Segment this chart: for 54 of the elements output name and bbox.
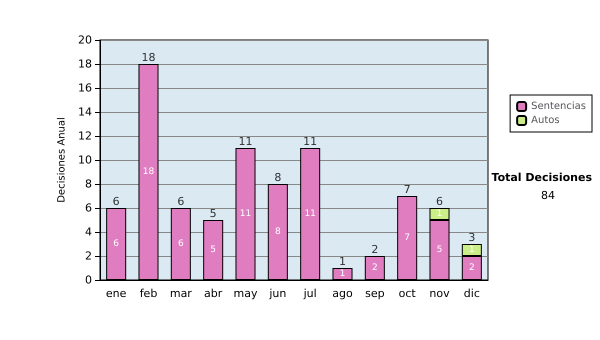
data-label: 1 [436, 209, 442, 219]
data-label: 5 [210, 245, 216, 255]
x-tick-label: sep [365, 287, 385, 300]
x-tick-label: oct [398, 287, 416, 300]
x-tick-label: jul [302, 287, 317, 300]
total-label: 6 [112, 195, 120, 208]
y-tick-label: 2 [85, 250, 92, 262]
y-tick-label: 18 [78, 58, 92, 70]
total-label: 6 [436, 195, 443, 208]
x-tick-label: ago [332, 287, 353, 300]
data-label: 11 [240, 209, 252, 219]
x-tick-label: nov [429, 287, 450, 300]
data-label: 1 [340, 269, 346, 279]
total-label: 6 [177, 195, 184, 208]
y-tick-label: 6 [85, 202, 92, 214]
total-label: 3 [468, 231, 476, 244]
x-tick-label: may [234, 287, 258, 300]
y-tick-label: 10 [78, 154, 92, 166]
total-label: 8 [274, 171, 282, 184]
total-label: 11 [303, 135, 318, 148]
total-label: 18 [142, 51, 156, 64]
y-tick-label: 4 [85, 226, 92, 238]
data-label: 8 [274, 227, 281, 237]
y-tick-label: 14 [78, 106, 92, 118]
data-label: 6 [178, 239, 184, 249]
y-tick-label: 0 [85, 274, 92, 286]
total-label: 5 [210, 207, 217, 220]
data-label: 2 [372, 263, 378, 273]
x-tick-label: abr [204, 287, 223, 300]
legend-label: Autos [531, 115, 560, 126]
x-tick-label: dic [464, 287, 480, 300]
y-tick-label: 20 [78, 34, 92, 46]
data-label: 2 [468, 263, 475, 273]
data-label: 6 [113, 239, 120, 249]
y-axis-title: Decisiones Anual [56, 117, 68, 203]
x-tick-label: feb [140, 287, 158, 300]
x-tick-label: ene [106, 287, 127, 300]
text: Total Decisiones [492, 171, 592, 184]
y-tick-label: 8 [85, 178, 92, 190]
data-label: 7 [404, 233, 410, 243]
y-tick-label: 12 [78, 130, 92, 142]
total-label: 2 [371, 243, 378, 256]
legend-label: Sentencias [531, 101, 586, 112]
data-label: 1 [468, 245, 475, 255]
data-label: 18 [142, 167, 154, 177]
y-tick-label: 16 [78, 82, 92, 94]
x-tick-label: mar [170, 287, 192, 300]
total-label: 7 [404, 183, 411, 196]
total-label: 1 [339, 255, 346, 268]
x-tick-label: jun [268, 287, 286, 300]
data-label: 5 [436, 245, 442, 255]
data-label: 11 [304, 209, 316, 219]
total-label: 11 [238, 135, 252, 148]
text: 84 [541, 189, 556, 202]
